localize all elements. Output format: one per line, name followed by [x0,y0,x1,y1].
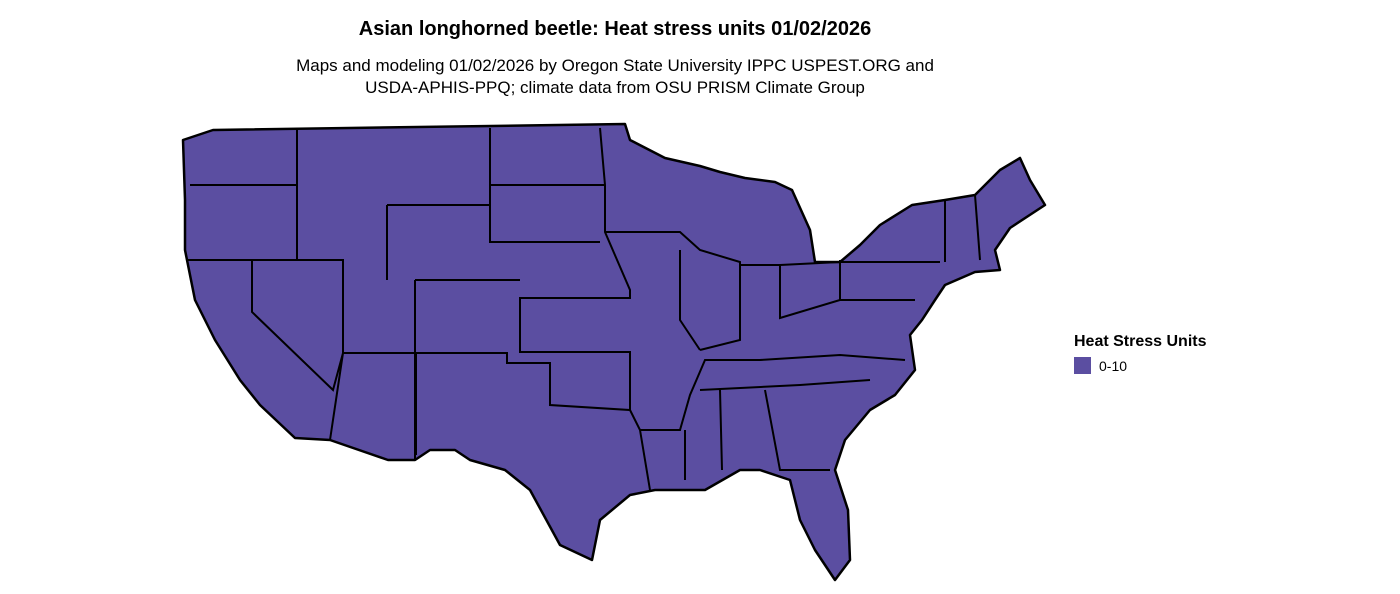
legend-item: 0-10 [1074,357,1207,374]
legend-swatch [1074,357,1091,374]
subtitle-line-1: Maps and modeling 01/02/2026 by Oregon S… [296,56,934,75]
subtitle-line-2: USDA-APHIS-PPQ; climate data from OSU PR… [365,78,865,97]
legend-label: 0-10 [1099,357,1128,374]
legend: Heat Stress Units 0-10 [1074,333,1207,374]
map-title: Asian longhorned beetle: Heat stress uni… [358,18,872,40]
legend-title: Heat Stress Units [1074,333,1207,350]
state-borders [188,127,981,491]
map-subtitle: Maps and modeling 01/02/2026 by Oregon S… [0,55,1230,99]
